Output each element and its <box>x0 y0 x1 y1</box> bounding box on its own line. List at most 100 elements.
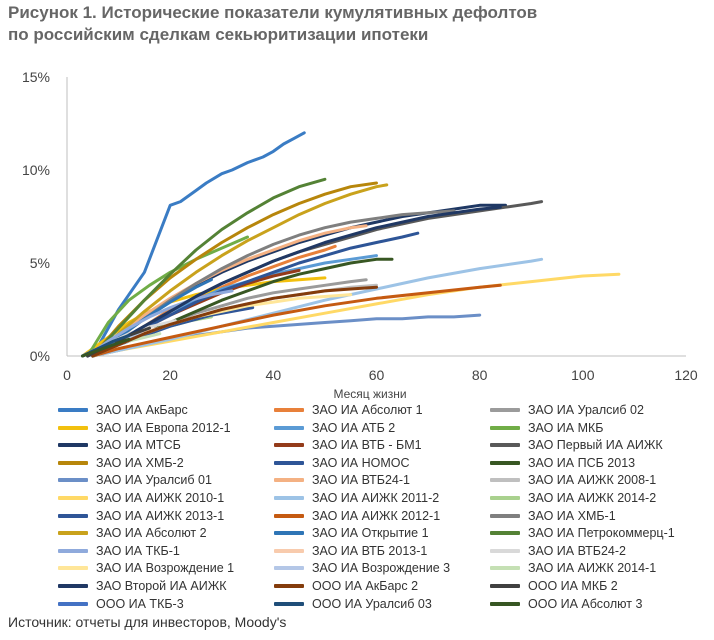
legend-label: ЗАО ИА АИЖК 2011-2 <box>312 491 440 505</box>
legend-label: ЗАО ИА АИЖК 2014-1 <box>528 561 657 576</box>
title-line-1: Рисунок 1. Исторические показатели кумул… <box>8 3 538 22</box>
legend-item: ЗАО ИА ВТБ - БМ1 <box>274 437 422 453</box>
legend-swatch <box>490 425 520 430</box>
legend-item: ЗАО ИА ВТБ24-2 <box>490 543 626 559</box>
legend-item: ООО ИА ТКБ-3 <box>58 596 184 612</box>
legend-label: ЗАО ИА Возрождение 1 <box>96 561 235 576</box>
legend-item: ЗАО ИА АИЖК 2012-1 <box>274 508 440 524</box>
legend-item: ЗАО ИА ХМБ-1 <box>490 508 616 524</box>
legend-item: ЗАО ИА ВТБ 2013-1 <box>274 543 427 559</box>
x-tick-label: 120 <box>674 367 698 383</box>
legend-item: ЗАО ИА АИЖК 2014-1 <box>490 560 656 576</box>
legend-swatch <box>490 408 520 412</box>
legend-item: ЗАО ИА МТСБ <box>58 437 181 453</box>
legend-swatch <box>274 496 304 500</box>
legend-swatch <box>490 601 520 606</box>
legend-item: ООО ИА Абсолют 3 <box>490 596 642 612</box>
legend-item: ООО ИА МКБ 2 <box>490 578 618 594</box>
y-tick-label: 10% <box>22 162 50 178</box>
legend-item: ЗАО ИА Европа 2012-1 <box>58 420 231 436</box>
legend-label: ЗАО ИА НОМОС <box>312 455 410 470</box>
legend-item: ЗАО ИА МКБ <box>490 420 604 436</box>
legend-swatch <box>58 408 88 412</box>
legend-swatch <box>58 601 88 606</box>
legend-label: ЗАО Второй ИА АИЖК <box>96 579 227 593</box>
legend-item: ЗАО ИА ТКБ-1 <box>58 543 180 559</box>
legend-label: ЗАО ИА Европа 2012-1 <box>96 420 231 435</box>
legend-swatch <box>274 460 304 465</box>
legend-swatch <box>58 478 88 483</box>
legend-swatch <box>274 531 304 536</box>
legend-swatch <box>274 584 304 588</box>
legend-swatch <box>58 496 88 500</box>
legend-item: ООО ИА АкБарс 2 <box>274 578 418 594</box>
legend-label: ЗАО ИА ПСБ 2013 <box>528 455 636 470</box>
legend-label: ЗАО ИА МКБ <box>528 420 604 435</box>
x-tick-label: 80 <box>472 367 488 383</box>
legend-label: ЗАО ИА Возрождение 3 <box>312 561 451 576</box>
legend-swatch <box>58 566 88 571</box>
legend-swatch <box>58 513 88 518</box>
legend-label: ЗАО ИА АИЖК 2012-1 <box>312 508 441 523</box>
legend-item: ЗАО ИА Уралсиб 02 <box>490 402 644 418</box>
series-line <box>91 131 306 358</box>
legend-label: ЗАО ИА МТСБ <box>96 438 181 453</box>
series-line <box>86 235 249 358</box>
legend-label: ЗАО ИА АИЖК 2014-2 <box>528 491 657 505</box>
legend-label: ЗАО ИА Абсолют 2 <box>96 526 207 541</box>
legend-swatch <box>58 425 88 430</box>
legend-swatch <box>274 478 304 483</box>
x-axis-label: Месяц жизни <box>333 387 406 400</box>
x-tick-label: 60 <box>369 367 385 383</box>
legend-label: ЗАО ИА ВТБ24-1 <box>312 473 410 488</box>
legend-label: ЗАО ИА АТБ 2 <box>312 420 396 435</box>
legend-item: ЗАО ИА ВТБ24-1 <box>274 472 410 488</box>
legend-item: ЗАО ИА Уралсиб 01 <box>58 472 212 488</box>
legend-item: ЗАО ИА АИЖК 2011-2 <box>274 490 439 506</box>
legend-label: ООО ИА Абсолют 3 <box>528 596 643 611</box>
legend-label: ЗАО ИА АИЖК 2013-1 <box>96 508 225 523</box>
legend-swatch <box>274 601 304 606</box>
legend-item: ЗАО ИА НОМОС <box>274 455 410 471</box>
legend-swatch <box>490 496 520 500</box>
legend-swatch <box>58 584 88 588</box>
legend-swatch <box>58 443 88 448</box>
legend-swatch <box>274 566 304 571</box>
legend-label: ЗАО ИА ВТБ - БМ1 <box>312 438 422 453</box>
legend-item: ЗАО ИА АИЖК 2010-1 <box>58 490 224 506</box>
legend-label: ЗАО ИА Уралсиб 01 <box>96 473 212 488</box>
line-chart: 0 20 40 60 80 100 120 0% 5% 10% 15% Месяц жизни <box>22 69 698 400</box>
legend-label: ЗАО ИА ВТБ 2013-1 <box>312 543 428 558</box>
legend-item: ЗАО ИА АИЖК 2008-1 <box>490 472 656 488</box>
legend-label: ЗАО ИА Абсолют 1 <box>312 403 423 417</box>
legend-swatch <box>490 513 520 518</box>
legend-item: ЗАО ИА Возрождение 3 <box>274 560 450 576</box>
series-line <box>86 289 234 358</box>
series-line <box>81 276 327 358</box>
legend-swatch <box>490 443 520 448</box>
legend-swatch <box>274 425 304 430</box>
legend-swatch <box>490 566 520 571</box>
legend-label: ЗАО ИА ХМБ-1 <box>528 508 616 523</box>
legend-item: ЗАО ИА Абсолют 1 <box>274 402 423 418</box>
legend-swatch <box>490 531 520 536</box>
legend-item: ЗАО ИА Возрождение 1 <box>58 560 234 576</box>
series-line <box>91 177 327 358</box>
legend-item: ЗАО ИА ХМБ-2 <box>58 455 184 471</box>
y-tick-label: 0% <box>30 348 50 364</box>
legend-swatch <box>490 460 520 465</box>
legend-swatch <box>274 548 304 553</box>
y-tick-label: 5% <box>30 255 50 271</box>
legend-item: ЗАО ИА АкБарс <box>58 402 188 418</box>
legend-swatch <box>274 513 304 518</box>
legend-label: ЗАО ИА Уралсиб 02 <box>528 403 644 417</box>
legend-item: ООО ИА Уралсиб 03 <box>274 596 432 612</box>
legend-item: ЗАО ИА Петрокоммерц-1 <box>490 525 675 541</box>
series-line <box>91 183 389 358</box>
legend-label: ЗАО ИА Петрокоммерц-1 <box>528 526 675 541</box>
legend-label: ООО ИА МКБ 2 <box>528 579 618 593</box>
legend-item: ЗАО ИА Абсолют 2 <box>58 525 207 541</box>
chart-title: Рисунок 1. Исторические показатели кумул… <box>8 2 708 46</box>
legend-label: ООО ИА ТКБ-3 <box>96 596 184 611</box>
legend-item: ЗАО ИА ПСБ 2013 <box>490 455 635 471</box>
